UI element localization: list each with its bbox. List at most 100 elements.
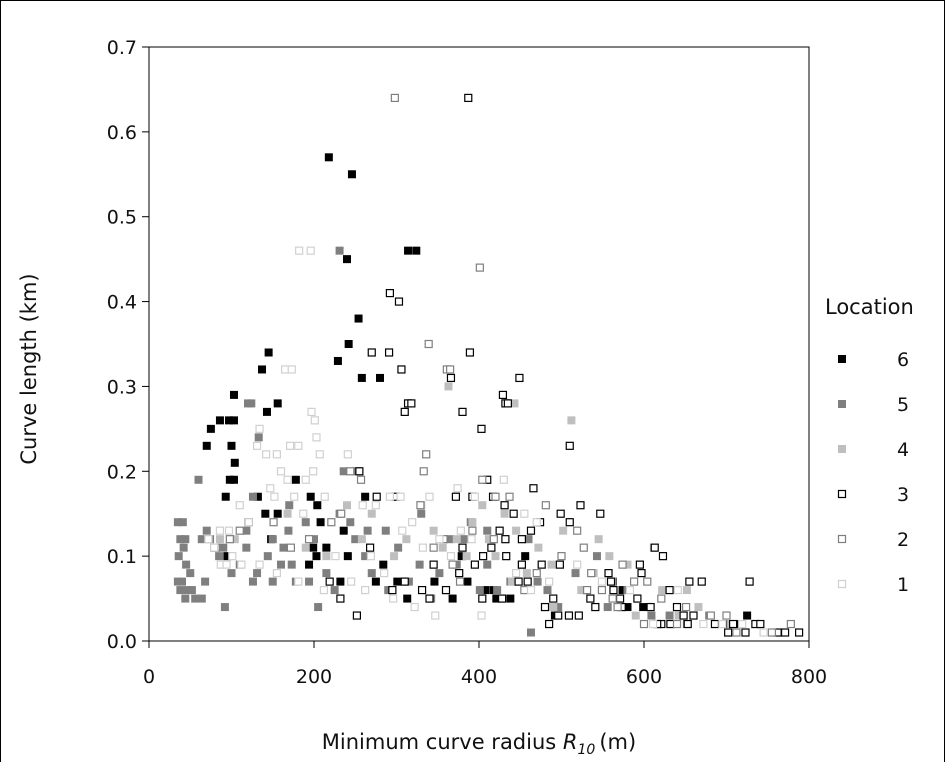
data-point-location-3 bbox=[710, 619, 720, 629]
data-point-location-1 bbox=[380, 569, 389, 578]
data-point-location-4 bbox=[522, 569, 531, 578]
data-point-location-3 bbox=[455, 569, 464, 578]
data-point-location-6 bbox=[221, 492, 230, 501]
data-point-location-3 bbox=[545, 619, 554, 629]
data-point-location-4 bbox=[343, 501, 351, 510]
data-point-location-2 bbox=[419, 467, 428, 476]
data-point-location-6 bbox=[354, 314, 363, 323]
data-point-location-2 bbox=[235, 526, 244, 535]
data-point-location-1 bbox=[532, 518, 541, 527]
data-point-location-2 bbox=[390, 93, 399, 103]
data-point-location-6 bbox=[225, 416, 234, 425]
data-point-location-1 bbox=[389, 594, 398, 603]
data-point-location-1 bbox=[270, 492, 279, 501]
data-point-location-1 bbox=[699, 619, 708, 629]
legend-label: 4 bbox=[897, 439, 909, 461]
data-point-location-6 bbox=[229, 416, 238, 425]
data-point-location-4 bbox=[631, 611, 640, 620]
data-point-location-5 bbox=[483, 526, 492, 535]
data-point-location-2 bbox=[657, 594, 666, 603]
legend-label: 2 bbox=[897, 529, 909, 551]
data-point-location-5 bbox=[381, 526, 390, 535]
data-point-location-5 bbox=[197, 594, 206, 603]
data-point-location-3 bbox=[487, 543, 496, 552]
data-point-location-2 bbox=[608, 594, 617, 603]
data-point-location-6 bbox=[309, 543, 318, 552]
legend-label: 1 bbox=[897, 574, 909, 596]
data-point-location-1 bbox=[272, 450, 281, 459]
data-point-location-5 bbox=[322, 569, 331, 578]
data-point-location-1 bbox=[499, 475, 508, 484]
data-point-location-6 bbox=[743, 611, 752, 620]
data-point-location-6 bbox=[506, 594, 515, 603]
data-point-location-1 bbox=[759, 628, 768, 637]
x-tick-label: 400 bbox=[461, 666, 497, 688]
data-point-location-1 bbox=[418, 543, 427, 552]
data-point-location-3 bbox=[591, 602, 600, 612]
data-point-location-3 bbox=[407, 399, 416, 408]
data-point-location-3 bbox=[502, 552, 511, 561]
data-point-location-6 bbox=[313, 501, 322, 510]
data-point-location-4 bbox=[322, 552, 331, 561]
data-point-location-6 bbox=[492, 594, 501, 603]
data-point-location-6 bbox=[339, 526, 348, 535]
data-point-location-3 bbox=[666, 619, 675, 629]
data-point-location-4 bbox=[468, 518, 477, 527]
data-point-location-5 bbox=[310, 535, 318, 544]
data-point-location-5 bbox=[242, 526, 251, 535]
legend-marker-3 bbox=[837, 489, 847, 499]
data-point-location-6 bbox=[448, 594, 457, 603]
data-point-location-1 bbox=[210, 543, 219, 552]
data-point-location-3 bbox=[564, 611, 574, 620]
data-point-location-1 bbox=[272, 569, 281, 578]
data-point-location-4 bbox=[402, 535, 411, 544]
data-point-location-1 bbox=[425, 492, 434, 501]
data-point-location-3 bbox=[556, 509, 565, 518]
data-point-location-5 bbox=[493, 586, 502, 595]
data-point-location-1 bbox=[673, 585, 682, 595]
data-point-location-1 bbox=[435, 535, 444, 544]
data-point-location-1 bbox=[237, 560, 246, 569]
data-point-location-3 bbox=[554, 611, 563, 620]
data-point-location-5 bbox=[215, 552, 224, 561]
data-point-location-3 bbox=[397, 365, 406, 374]
data-point-location-3 bbox=[458, 407, 467, 416]
data-point-location-4 bbox=[682, 586, 691, 595]
data-point-location-5 bbox=[285, 501, 294, 510]
data-point-location-3 bbox=[384, 348, 394, 357]
data-point-location-3 bbox=[555, 560, 564, 569]
data-point-location-6 bbox=[457, 552, 466, 561]
data-point-location-2 bbox=[286, 543, 295, 552]
data-point-location-6 bbox=[262, 407, 271, 416]
data-point-location-4 bbox=[658, 586, 667, 595]
y-axis-label: Curve length (km) bbox=[17, 273, 41, 464]
data-point-location-2 bbox=[304, 535, 314, 544]
data-point-location-1 bbox=[718, 619, 727, 629]
y-tick-label: 0.1 bbox=[107, 546, 137, 568]
data-point-location-2 bbox=[618, 560, 627, 569]
data-point-location-1 bbox=[470, 492, 479, 501]
data-point-location-2 bbox=[643, 577, 652, 586]
data-point-location-1 bbox=[343, 450, 352, 459]
data-point-location-2 bbox=[629, 577, 639, 586]
data-point-location-5 bbox=[194, 475, 203, 484]
data-point-location-5 bbox=[268, 535, 277, 544]
y-tick-label: 0.0 bbox=[107, 631, 137, 653]
data-point-location-2 bbox=[225, 535, 234, 544]
data-point-location-5 bbox=[483, 560, 492, 569]
data-point-location-3 bbox=[672, 602, 682, 612]
data-point-location-5 bbox=[533, 577, 542, 586]
data-point-location-5 bbox=[174, 552, 183, 561]
data-point-location-6 bbox=[639, 603, 648, 612]
data-point-location-4 bbox=[559, 526, 568, 535]
data-point-location-1 bbox=[625, 585, 635, 595]
data-point-location-4 bbox=[484, 535, 493, 544]
data-point-location-3 bbox=[540, 602, 550, 612]
data-point-location-5 bbox=[314, 603, 323, 612]
data-point-location-5 bbox=[247, 399, 256, 408]
data-point-location-2 bbox=[422, 450, 431, 459]
data-point-location-3 bbox=[529, 484, 538, 493]
data-point-location-3 bbox=[756, 619, 765, 629]
data-point-location-3 bbox=[478, 594, 487, 603]
data-point-location-5 bbox=[227, 569, 236, 578]
